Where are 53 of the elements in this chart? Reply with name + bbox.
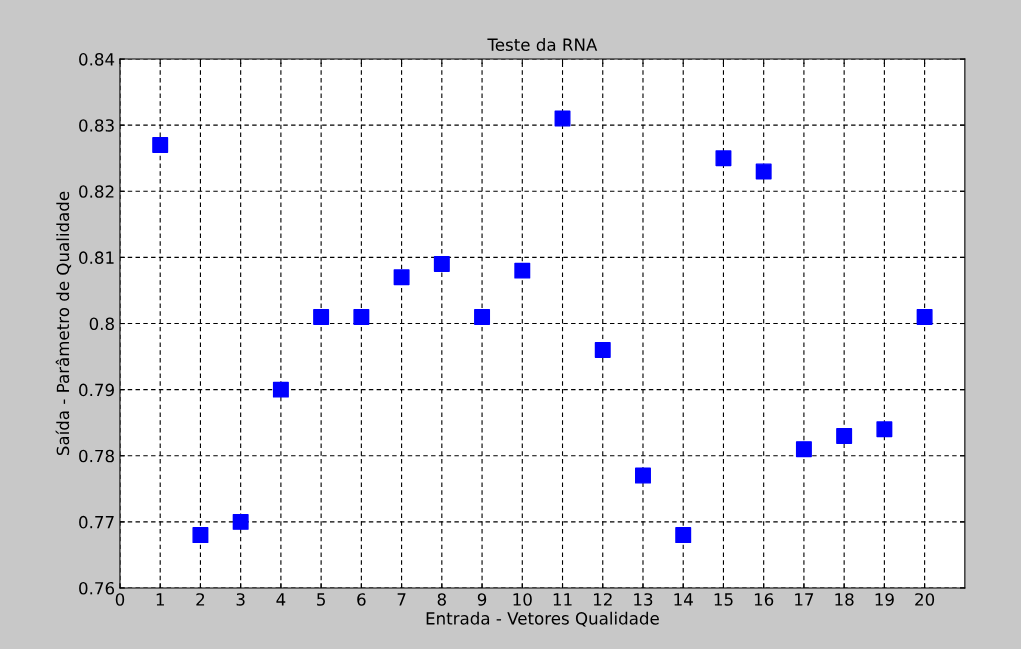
x-tick-label: 15	[714, 593, 733, 606]
point	[795, 441, 812, 458]
point	[635, 467, 651, 484]
point	[192, 527, 209, 544]
x-tick-label: 7	[397, 593, 406, 606]
x-tick-label: 4	[276, 593, 286, 606]
point	[876, 421, 893, 438]
x-tick-label: 6	[357, 593, 366, 606]
y-tick-label: 0.81	[79, 251, 114, 264]
point	[433, 256, 450, 272]
y-tick-label: 0.83	[79, 119, 114, 132]
point	[594, 341, 611, 358]
x-tick-label: 17	[795, 593, 814, 606]
point	[916, 308, 933, 325]
x-tick-label: 20	[915, 593, 935, 606]
y-tick-label: 0.77	[79, 515, 114, 529]
x-tick-label: 1	[156, 593, 164, 606]
x-tick-label: 0	[115, 593, 125, 606]
x-tick-label: 11	[553, 593, 572, 606]
x-tick-label: 5	[317, 593, 325, 606]
x-tick-label: 2	[196, 593, 205, 606]
x-axis-title: Entrada - Vetores Qualidade	[426, 611, 659, 627]
y-tick-label: 0.84	[79, 53, 115, 66]
x-tick-label: 18	[835, 593, 854, 606]
y-tick-label: 0.79	[79, 383, 114, 397]
point	[514, 262, 531, 279]
point	[353, 308, 370, 325]
y-tick-label: 0.8	[89, 317, 114, 331]
x-tick-label: 10	[513, 593, 532, 606]
x-tick-label: 8	[437, 593, 446, 606]
point	[554, 110, 571, 127]
x-tick-label: 3	[236, 593, 245, 606]
x-tick-label: 12	[593, 593, 612, 606]
y-tick-label: 0.82	[79, 185, 114, 198]
x-tick-label: 19	[875, 593, 894, 606]
point	[715, 150, 732, 167]
chart-title: Teste da RNA	[487, 38, 598, 51]
x-tick-label: 14	[674, 593, 693, 606]
y-tick-label: 0.76	[79, 581, 115, 595]
point	[474, 308, 491, 325]
point	[675, 527, 692, 544]
y-tick-label: 0.78	[79, 449, 114, 463]
x-tick-label: 13	[634, 593, 653, 606]
point	[272, 381, 289, 398]
point	[755, 163, 772, 180]
y-axis-title: Saída - Parâmetro de Qualidade	[55, 191, 72, 456]
x-tick-label: 9	[477, 593, 487, 606]
point	[836, 427, 853, 444]
point	[313, 308, 330, 325]
point	[232, 513, 249, 530]
point	[393, 269, 410, 286]
x-tick-label: 16	[754, 593, 774, 606]
point	[152, 137, 169, 153]
